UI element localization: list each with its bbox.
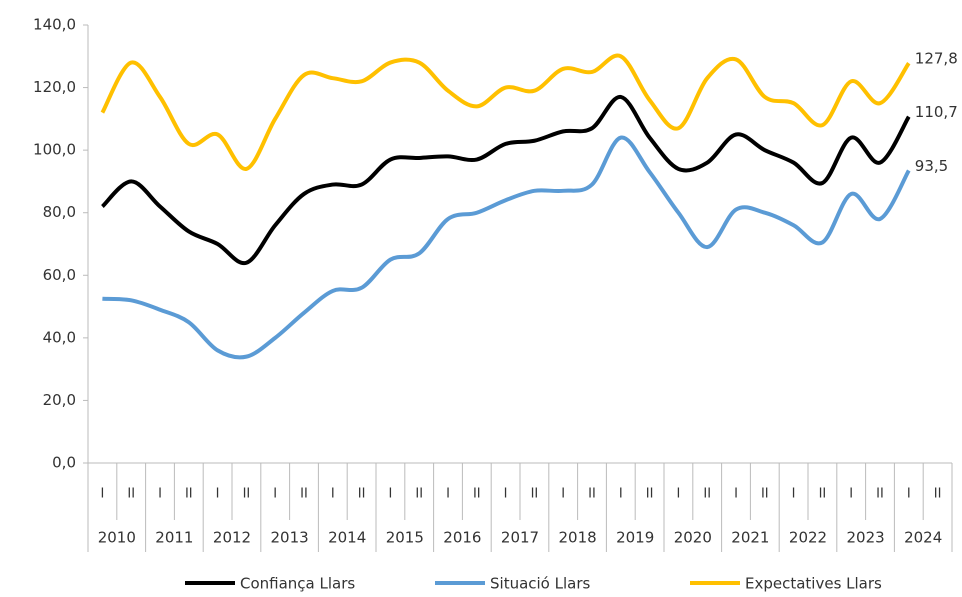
- x-tick-label: I: [446, 487, 450, 502]
- x-tick-label: II: [646, 487, 654, 502]
- y-tick-label: 40,0: [43, 328, 76, 346]
- x-tick-label: I: [619, 487, 623, 502]
- x-tick-label: II: [819, 487, 827, 502]
- x-group-label: 2021: [731, 529, 769, 547]
- x-group-label: 2018: [559, 529, 597, 547]
- x-group-label: 2023: [847, 529, 885, 547]
- legend-label: Confiança Llars: [240, 575, 355, 593]
- value-label: 93,5: [915, 157, 948, 175]
- y-tick-label: 60,0: [43, 266, 76, 284]
- series-line: [102, 135, 911, 360]
- x-tick-label: I: [792, 487, 796, 502]
- x-tick-label: II: [761, 487, 769, 502]
- x-group-label: 2024: [904, 529, 942, 547]
- x-tick-label: I: [504, 487, 508, 502]
- x-tick-label: I: [331, 487, 335, 502]
- y-tick-label: 80,0: [43, 203, 76, 221]
- x-group-label: 2020: [674, 529, 712, 547]
- x-tick-label: I: [100, 487, 104, 502]
- x-tick-label: II: [473, 487, 481, 502]
- x-tick-label: II: [300, 487, 308, 502]
- x-tick-label: II: [703, 487, 711, 502]
- y-tick-label: 0,0: [52, 454, 76, 472]
- x-tick-label: II: [876, 487, 884, 502]
- legend-label: Expectatives Llars: [745, 575, 882, 593]
- value-label: 127,8: [915, 50, 958, 68]
- y-tick-label: 120,0: [33, 78, 76, 96]
- x-tick-label: I: [216, 487, 220, 502]
- x-group-label: 2022: [789, 529, 827, 547]
- x-tick-label: I: [158, 487, 162, 502]
- legend-label: Situació Llars: [490, 575, 591, 593]
- x-tick-label: I: [907, 487, 911, 502]
- x-tick-label: II: [531, 487, 539, 502]
- x-tick-label: II: [588, 487, 596, 502]
- x-group-label: 2010: [98, 529, 136, 547]
- x-tick-label: II: [243, 487, 251, 502]
- x-tick-label: II: [415, 487, 423, 502]
- x-tick-label: II: [934, 487, 942, 502]
- y-tick-label: 100,0: [33, 141, 76, 159]
- x-group-label: 2013: [271, 529, 309, 547]
- y-tick-label: 140,0: [33, 16, 76, 34]
- x-group-label: 2019: [616, 529, 654, 547]
- value-label: 110,7: [915, 103, 958, 121]
- x-tick-label: I: [561, 487, 565, 502]
- x-tick-label: I: [734, 487, 738, 502]
- x-group-label: 2015: [386, 529, 424, 547]
- x-group-label: 2011: [155, 529, 193, 547]
- series-line: [100, 53, 911, 171]
- x-tick-label: I: [273, 487, 277, 502]
- x-tick-label: I: [388, 487, 392, 502]
- x-tick-label: II: [185, 487, 193, 502]
- x-group-label: 2012: [213, 529, 251, 547]
- x-group-label: 2017: [501, 529, 539, 547]
- series-line: [100, 94, 911, 266]
- x-group-label: 2014: [328, 529, 366, 547]
- x-tick-label: II: [358, 487, 366, 502]
- x-group-label: 2016: [443, 529, 481, 547]
- x-tick-label: I: [676, 487, 680, 502]
- x-tick-label: II: [127, 487, 135, 502]
- y-tick-label: 20,0: [43, 391, 76, 409]
- x-tick-label: I: [849, 487, 853, 502]
